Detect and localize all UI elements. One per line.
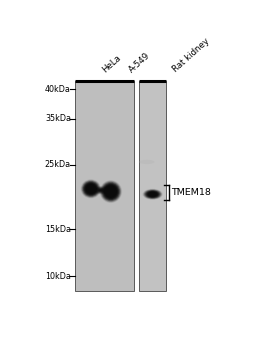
Ellipse shape: [98, 189, 104, 192]
Text: 15kDa: 15kDa: [45, 225, 71, 234]
Ellipse shape: [96, 188, 106, 193]
Text: 40kDa: 40kDa: [45, 85, 71, 94]
Ellipse shape: [146, 191, 159, 198]
Ellipse shape: [87, 185, 95, 193]
Ellipse shape: [110, 191, 111, 192]
Ellipse shape: [149, 192, 157, 196]
Ellipse shape: [107, 188, 114, 195]
Ellipse shape: [101, 181, 121, 202]
Ellipse shape: [103, 183, 119, 200]
Ellipse shape: [81, 180, 101, 198]
Ellipse shape: [100, 181, 122, 203]
Ellipse shape: [90, 188, 91, 189]
Ellipse shape: [102, 182, 120, 201]
Ellipse shape: [106, 187, 116, 196]
Ellipse shape: [104, 184, 118, 199]
Ellipse shape: [97, 188, 105, 192]
Ellipse shape: [93, 186, 108, 194]
Text: TMEM18: TMEM18: [172, 188, 212, 197]
Ellipse shape: [87, 186, 95, 192]
Ellipse shape: [142, 189, 163, 200]
Ellipse shape: [103, 184, 118, 199]
Ellipse shape: [89, 187, 93, 191]
Ellipse shape: [105, 186, 116, 197]
Ellipse shape: [99, 180, 122, 203]
Text: 35kDa: 35kDa: [45, 114, 71, 123]
Ellipse shape: [148, 192, 157, 197]
Ellipse shape: [108, 189, 114, 195]
Text: A-549: A-549: [128, 51, 152, 74]
Ellipse shape: [90, 188, 92, 190]
Ellipse shape: [109, 190, 112, 193]
Ellipse shape: [107, 187, 115, 196]
Ellipse shape: [86, 184, 96, 194]
Ellipse shape: [85, 184, 96, 194]
Text: 25kDa: 25kDa: [45, 160, 71, 169]
Ellipse shape: [99, 189, 103, 191]
Ellipse shape: [147, 191, 158, 197]
Ellipse shape: [101, 182, 120, 201]
Ellipse shape: [83, 182, 99, 196]
Ellipse shape: [82, 181, 99, 197]
Ellipse shape: [105, 186, 117, 198]
Ellipse shape: [150, 193, 156, 196]
Ellipse shape: [100, 190, 102, 191]
Ellipse shape: [82, 180, 100, 197]
Text: HeLa: HeLa: [101, 53, 123, 74]
Ellipse shape: [139, 160, 155, 164]
Ellipse shape: [104, 185, 117, 198]
Ellipse shape: [95, 187, 107, 193]
Ellipse shape: [145, 190, 160, 198]
Ellipse shape: [94, 187, 107, 194]
Bar: [139, 81, 166, 291]
Ellipse shape: [108, 189, 113, 194]
Ellipse shape: [85, 183, 97, 195]
Ellipse shape: [80, 179, 101, 198]
Ellipse shape: [151, 194, 154, 195]
Bar: [75, 81, 134, 291]
Text: 10kDa: 10kDa: [45, 272, 71, 281]
Ellipse shape: [88, 187, 93, 191]
Text: Rat kidney: Rat kidney: [171, 37, 211, 74]
Ellipse shape: [145, 190, 160, 198]
Ellipse shape: [84, 183, 98, 195]
Ellipse shape: [109, 190, 113, 194]
Ellipse shape: [150, 193, 155, 196]
Ellipse shape: [84, 182, 98, 196]
Ellipse shape: [152, 194, 153, 195]
Ellipse shape: [92, 186, 109, 195]
Ellipse shape: [144, 190, 161, 199]
Ellipse shape: [88, 186, 94, 192]
Ellipse shape: [143, 189, 162, 200]
